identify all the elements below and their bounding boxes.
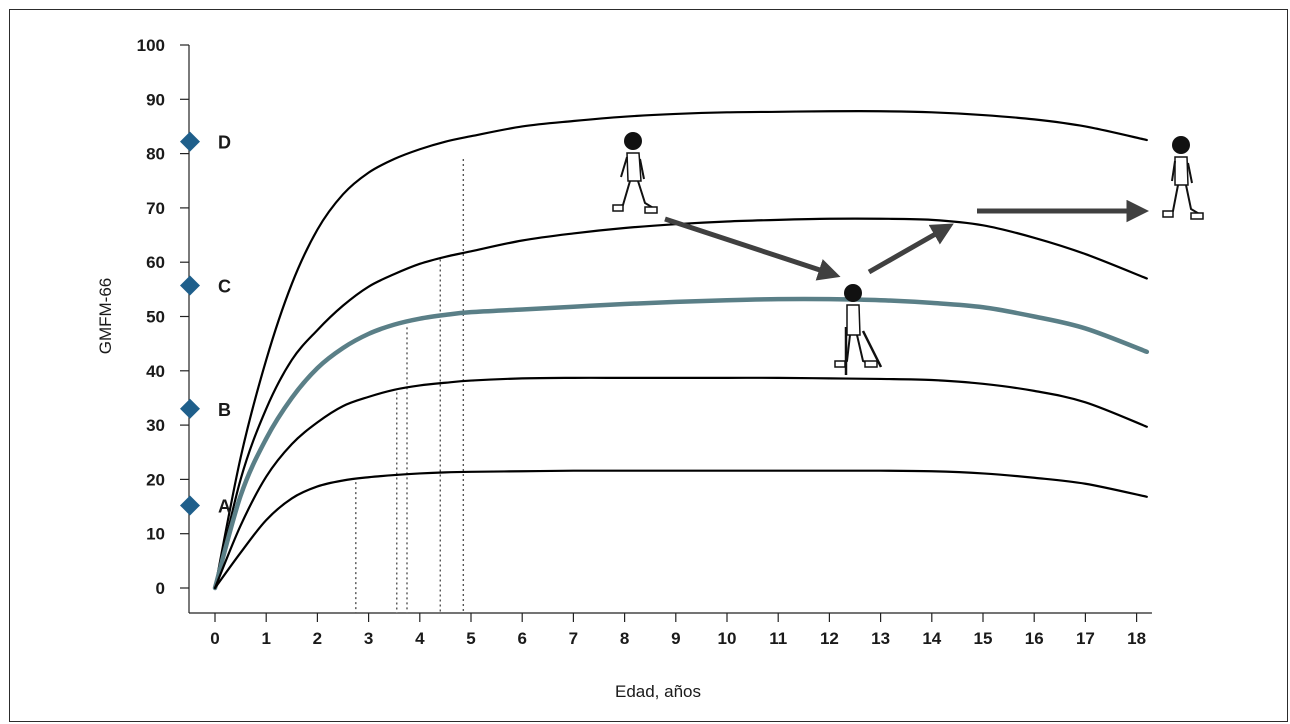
- y-tick-label: 70: [146, 199, 165, 218]
- y-tick-label: 10: [146, 525, 165, 544]
- curve-series-3: [212, 296, 1150, 591]
- curve-series-2: [213, 217, 1148, 590]
- x-tick-label: 9: [671, 629, 680, 648]
- age-markers: [355, 159, 465, 613]
- level-diamond: [180, 398, 200, 419]
- chart-frame: [9, 9, 1288, 722]
- x-tick-label: 12: [820, 629, 839, 648]
- x-tick-label: 8: [620, 629, 629, 648]
- y-tick-label: 90: [146, 90, 165, 109]
- level-label: D: [218, 133, 231, 153]
- y-tick-label: 40: [146, 362, 165, 381]
- curve-series-1: [213, 110, 1148, 590]
- level-markers: A B C D: [180, 131, 231, 516]
- x-tick-label: 16: [1025, 629, 1044, 648]
- y-tick-label: 60: [146, 253, 165, 272]
- walking-child-icon: [612, 132, 658, 214]
- x-tick-label: 17: [1076, 629, 1095, 648]
- y-tick-label: 50: [146, 308, 165, 327]
- y-tick-label: 100: [137, 36, 165, 55]
- x-tick-label: 6: [517, 629, 526, 648]
- y-tick-label: 30: [146, 416, 165, 435]
- y-tick-label: 0: [156, 579, 165, 598]
- level-diamond: [180, 495, 200, 516]
- level-label: C: [218, 277, 231, 297]
- x-tick-label: 0: [210, 629, 219, 648]
- y-tick-label: 80: [146, 145, 165, 164]
- y-axis-title: GMFM-66: [96, 278, 115, 355]
- curve-series-4: [213, 376, 1148, 590]
- axes: [180, 44, 1152, 622]
- x-tick-label: 4: [415, 629, 425, 648]
- x-tick-label: 3: [364, 629, 373, 648]
- curve-series-5: [213, 469, 1148, 590]
- x-tick-label: 15: [974, 629, 993, 648]
- walking-child-icon: [1162, 136, 1204, 220]
- x-tick-label: 5: [466, 629, 475, 648]
- x-tick-label: 1: [261, 629, 270, 648]
- y-tick-label: 20: [146, 470, 165, 489]
- arrow-down: [664, 216, 841, 281]
- x-tick-label: 11: [769, 629, 787, 648]
- level-label: A: [218, 496, 231, 516]
- x-tick-label: 2: [313, 629, 322, 648]
- level-label: B: [218, 400, 231, 420]
- x-tick-label: 7: [569, 629, 578, 648]
- child-with-crutches-icon: [834, 284, 883, 375]
- progression-arrows: [664, 199, 1149, 281]
- x-tick-label: 13: [871, 629, 890, 648]
- x-tick-label: 18: [1127, 629, 1146, 648]
- x-tick-label: 14: [922, 629, 941, 648]
- arrow-up: [867, 223, 954, 275]
- level-diamond: [180, 131, 200, 152]
- curves: [212, 110, 1150, 591]
- x-tick-label: 10: [718, 629, 737, 648]
- level-diamond: [180, 275, 200, 296]
- x-axis-title: Edad, años: [615, 682, 701, 701]
